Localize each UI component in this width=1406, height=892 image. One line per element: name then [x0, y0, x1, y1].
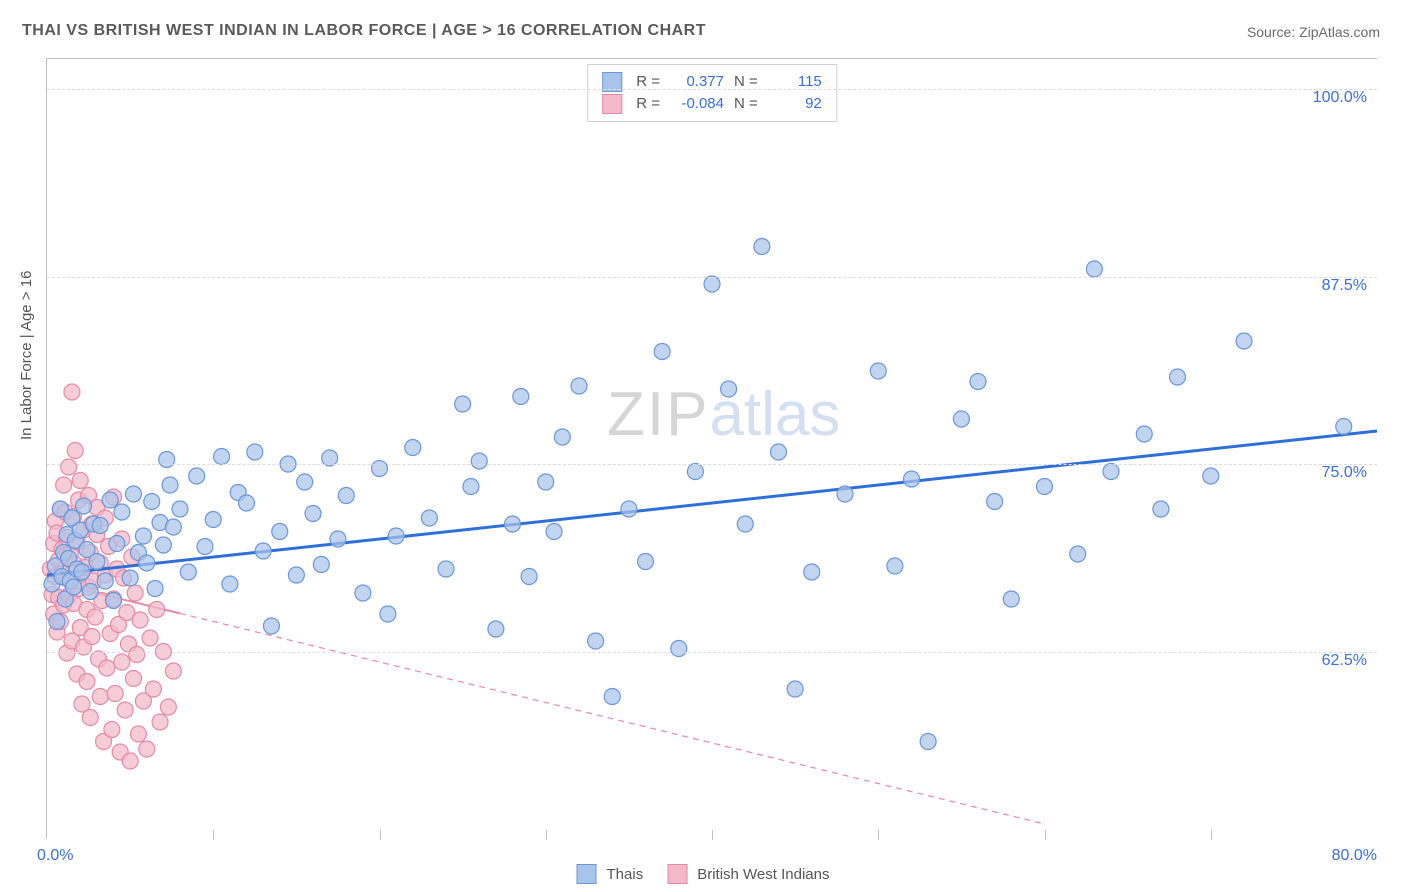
- x-axis-tick: [380, 830, 381, 840]
- x-axis-tick: [712, 830, 713, 840]
- legend-swatch-pink: [667, 864, 687, 884]
- y-axis-title: In Labor Force | Age > 16: [18, 271, 35, 440]
- y-axis-tick-label: 75.0%: [1322, 464, 1367, 482]
- source-label: Source: ZipAtlas.com: [1247, 24, 1380, 40]
- x-axis-tick: [546, 830, 547, 840]
- chart-area: ZIPatlas R = 0.377 N = 115 R = -0.084 N …: [46, 58, 1377, 839]
- chart-title: THAI VS BRITISH WEST INDIAN IN LABOR FOR…: [22, 22, 706, 40]
- x-axis-min-label: 0.0%: [37, 847, 73, 865]
- legend-swatch-blue: [577, 864, 597, 884]
- x-axis-max-label: 80.0%: [1332, 847, 1377, 865]
- x-axis-tick: [1045, 830, 1046, 840]
- gridline: [47, 464, 1377, 465]
- x-axis-tick: [1211, 830, 1212, 840]
- y-axis-tick-label: 100.0%: [1313, 89, 1367, 107]
- legend-stats-row: R = -0.084 N = 92: [602, 93, 822, 115]
- x-axis-tick: [878, 830, 879, 840]
- legend-series: Thais British West Indians: [577, 864, 830, 884]
- legend-item: Thais: [577, 864, 644, 884]
- gridline: [47, 652, 1377, 653]
- legend-swatch-pink: [602, 94, 622, 114]
- y-axis-tick-label: 87.5%: [1322, 277, 1367, 295]
- legend-label: Thais: [607, 866, 644, 883]
- y-axis-tick-label: 62.5%: [1322, 652, 1367, 670]
- legend-n-val-1: 92: [768, 93, 822, 115]
- legend-n-label: N =: [734, 93, 758, 115]
- gridline: [47, 277, 1377, 278]
- legend-stats: R = 0.377 N = 115 R = -0.084 N = 92: [587, 64, 837, 122]
- legend-r-label: R =: [636, 93, 660, 115]
- x-axis-tick: [213, 830, 214, 840]
- legend-label: British West Indians: [697, 866, 829, 883]
- legend-r-val-1: -0.084: [670, 93, 724, 115]
- plot-svg: [47, 59, 1377, 839]
- legend-item: British West Indians: [667, 864, 829, 884]
- gridline: [47, 89, 1377, 90]
